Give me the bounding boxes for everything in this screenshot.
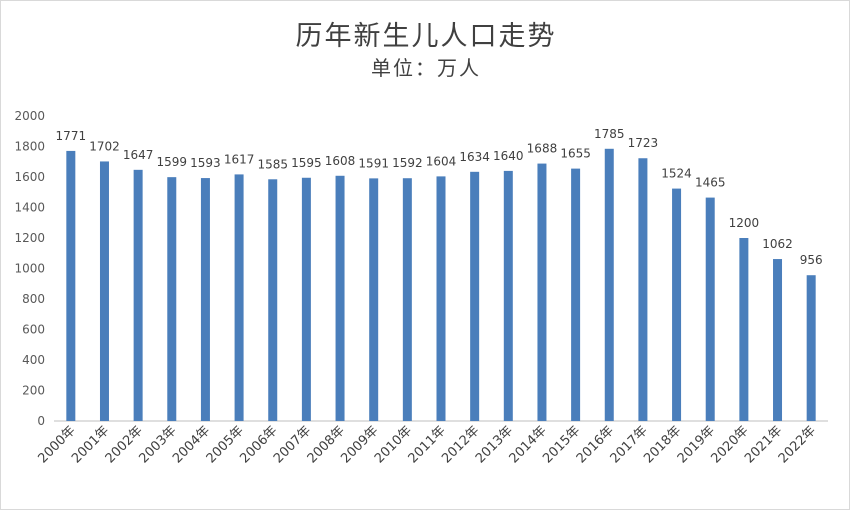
y-tick-label: 2000	[14, 109, 45, 123]
bar	[335, 175, 345, 421]
bar	[672, 188, 682, 421]
bar	[268, 179, 278, 421]
bar	[99, 161, 109, 421]
data-label: 1593	[190, 156, 221, 170]
data-label: 1604	[426, 154, 457, 168]
y-tick-label: 1400	[14, 201, 45, 215]
data-label: 1723	[628, 136, 659, 150]
data-label: 1640	[493, 149, 524, 163]
data-label: 1599	[157, 155, 188, 169]
y-tick-label: 1000	[14, 262, 45, 276]
bar	[200, 178, 210, 421]
data-label: 1785	[594, 127, 625, 141]
bar	[537, 163, 547, 421]
y-tick-label: 800	[22, 292, 45, 306]
data-label: 1771	[56, 129, 87, 143]
y-tick-label: 200	[22, 384, 45, 398]
bar	[167, 177, 177, 421]
y-tick-label: 1600	[14, 170, 45, 184]
bar	[470, 171, 480, 421]
x-tick-label: 2022年	[776, 423, 819, 466]
data-label: 1585	[257, 157, 288, 171]
bar	[234, 174, 244, 421]
bar	[571, 168, 581, 421]
data-label: 1062	[762, 237, 793, 251]
data-label: 1655	[560, 147, 591, 161]
bar	[369, 178, 379, 421]
y-tick-label: 400	[22, 353, 45, 367]
chart-subtitle: 单位：万人	[371, 56, 481, 80]
data-label: 1608	[325, 154, 356, 168]
chart-title: 历年新生儿人口走势	[295, 21, 557, 52]
data-label: 1465	[695, 176, 726, 190]
bar	[773, 259, 783, 421]
data-label: 1592	[392, 156, 423, 170]
y-tick-label: 0	[37, 414, 45, 428]
bar	[604, 148, 614, 421]
bar	[705, 197, 715, 421]
data-label: 1688	[527, 142, 558, 156]
data-label: 1647	[123, 148, 154, 162]
bar	[402, 178, 412, 421]
y-tick-label: 1200	[14, 231, 45, 245]
data-label: 1524	[661, 167, 692, 181]
data-label: 1702	[89, 139, 120, 153]
bar	[739, 238, 749, 421]
data-label: 1617	[224, 152, 255, 166]
y-tick-label: 600	[22, 323, 45, 337]
data-label: 1634	[459, 150, 490, 164]
data-label: 956	[800, 253, 823, 267]
bar	[806, 275, 816, 421]
bar	[503, 170, 513, 421]
bar	[301, 177, 311, 421]
data-label: 1595	[291, 156, 322, 170]
y-tick-label: 1800	[14, 140, 45, 154]
bar	[638, 158, 648, 421]
bar	[436, 176, 446, 421]
data-label: 1200	[729, 216, 760, 230]
data-label: 1591	[358, 156, 389, 170]
bar	[133, 169, 143, 421]
bar	[66, 150, 76, 422]
